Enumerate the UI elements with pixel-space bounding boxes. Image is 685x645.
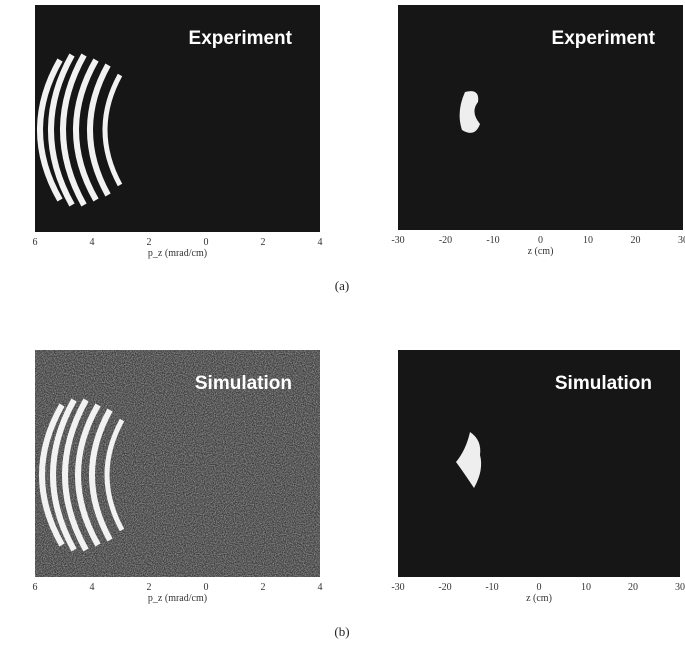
figure: Experiment642024p_z (mrad/cm)Experiment-… xyxy=(0,0,685,645)
x-tick-label: 4 xyxy=(90,237,95,248)
x-tick-label: -10 xyxy=(486,235,499,246)
x-tick-label: 6 xyxy=(33,582,38,593)
x-tick-label: -30 xyxy=(391,582,404,593)
x-tick-label: 2 xyxy=(147,237,152,248)
x-tick-label: 30 xyxy=(675,582,685,593)
x-tick-label: 20 xyxy=(631,235,641,246)
x-tick-label: 4 xyxy=(318,237,323,248)
x-tick-label: -30 xyxy=(391,235,404,246)
x-tick-label: 2 xyxy=(261,582,266,593)
x-tick-label: 6 xyxy=(33,237,38,248)
caption: (a) xyxy=(335,278,349,293)
x-axis-label: z (cm) xyxy=(526,593,552,604)
x-tick-label: 4 xyxy=(90,582,95,593)
caption: (b) xyxy=(334,624,349,639)
panel-label: Simulation xyxy=(555,373,652,394)
x-tick-label: 10 xyxy=(583,235,593,246)
x-tick-label: 30 xyxy=(678,235,685,246)
x-axis-label: z (cm) xyxy=(528,246,554,257)
x-tick-label: 0 xyxy=(204,582,209,593)
x-tick-label: -10 xyxy=(485,582,498,593)
panel-label: Experiment xyxy=(552,28,656,49)
x-tick-label: 0 xyxy=(538,235,543,246)
x-tick-label: 0 xyxy=(537,582,542,593)
panel-label: Simulation xyxy=(195,373,292,394)
x-tick-label: 20 xyxy=(628,582,638,593)
x-tick-label: -20 xyxy=(439,235,452,246)
x-tick-label: 2 xyxy=(147,582,152,593)
x-tick-label: -20 xyxy=(438,582,451,593)
x-tick-label: 4 xyxy=(318,582,323,593)
x-tick-label: 10 xyxy=(581,582,591,593)
panel-label: Experiment xyxy=(189,28,293,49)
x-axis-label: p_z (mrad/cm) xyxy=(148,593,207,604)
x-axis-label: p_z (mrad/cm) xyxy=(148,248,207,259)
x-tick-label: 2 xyxy=(261,237,266,248)
x-tick-label: 0 xyxy=(204,237,209,248)
